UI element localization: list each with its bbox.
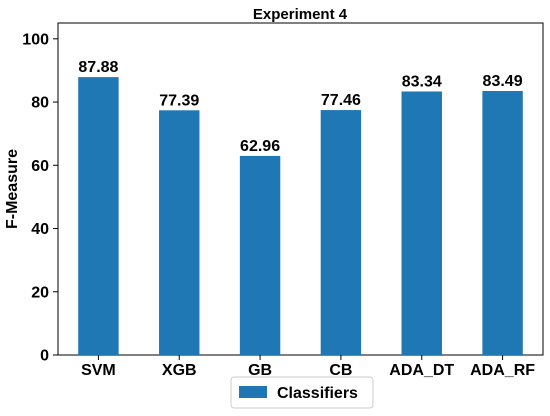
legend-box: [230, 376, 374, 409]
bar: [78, 77, 119, 356]
bar: [320, 110, 362, 355]
x-tick-label: ADA_DT: [389, 362, 454, 379]
bar: [401, 91, 442, 356]
data-label: 83.34: [402, 73, 442, 90]
y-tick-label: 20: [31, 284, 49, 301]
data-label: 62.96: [240, 138, 280, 155]
plot-frame: [57, 22, 544, 356]
y-tick-label: 60: [31, 158, 49, 175]
y-axis-label: F-Measure: [4, 149, 21, 229]
bar: [159, 110, 200, 355]
x-tick-label: CB: [329, 362, 352, 379]
x-tick-label: XGB: [162, 362, 197, 379]
bar: [482, 91, 523, 355]
data-label: 77.46: [321, 92, 361, 109]
data-label: 83.49: [483, 73, 523, 90]
y-tick-label: 100: [22, 31, 49, 48]
data-label: 87.88: [78, 59, 118, 76]
bar: [239, 155, 281, 355]
x-tick-label: SVM: [81, 362, 116, 379]
x-tick-label: ADA_RF: [470, 362, 535, 379]
plot-area: 0 20 40 60 80 100 87.88 SVM 77.39 XGB 62.96 GB 77.46…: [22, 22, 544, 379]
y-tick-label: 0: [40, 348, 49, 365]
legend-label: Classifiers: [277, 385, 358, 402]
y-tick-label: 40: [31, 221, 49, 238]
y-tick-label: 80: [31, 95, 49, 112]
legend: Classifiers: [230, 376, 374, 409]
legend-swatch: [239, 386, 267, 398]
x-tick-label: GB: [248, 362, 272, 379]
data-label: 77.39: [159, 92, 199, 109]
chart-title: Experiment 4: [253, 6, 348, 23]
